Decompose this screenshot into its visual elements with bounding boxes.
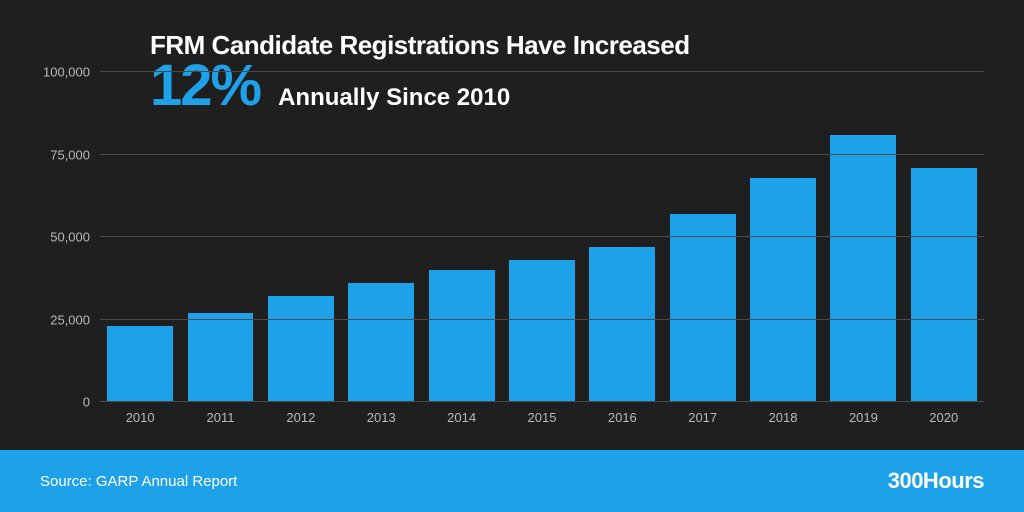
gridline: [100, 236, 984, 237]
y-axis-label: 50,000: [50, 230, 100, 245]
y-axis-label: 0: [83, 395, 100, 410]
gridline: [100, 401, 984, 402]
y-axis-label: 100,000: [43, 65, 100, 80]
bar: [429, 270, 495, 402]
footer-bar: Source: GARP Annual Report 300Hours: [0, 450, 1024, 512]
bar: [670, 214, 736, 402]
bar-slot: 2012: [261, 72, 341, 402]
bar-slot: 2020: [904, 72, 984, 402]
gridline: [100, 319, 984, 320]
bar: [750, 178, 816, 402]
source-text: Source: GARP Annual Report: [40, 473, 237, 490]
bar-slot: 2018: [743, 72, 823, 402]
chart-area: FRM Candidate Registrations Have Increas…: [0, 0, 1024, 450]
x-axis-label: 2018: [769, 402, 798, 425]
bar: [107, 326, 173, 402]
x-axis-label: 2020: [929, 402, 958, 425]
bar: [911, 168, 977, 402]
x-axis-label: 2019: [849, 402, 878, 425]
bar-slot: 2015: [502, 72, 582, 402]
bar: [830, 135, 896, 402]
bar-slot: 2016: [582, 72, 662, 402]
bar: [348, 283, 414, 402]
bars-container: 2010201120122013201420152016201720182019…: [100, 72, 984, 402]
gridline: [100, 154, 984, 155]
bar: [589, 247, 655, 402]
x-axis-label: 2015: [528, 402, 557, 425]
gridline: [100, 71, 984, 72]
x-axis-label: 2017: [688, 402, 717, 425]
x-axis-label: 2014: [447, 402, 476, 425]
bar: [509, 260, 575, 402]
x-axis-label: 2016: [608, 402, 637, 425]
bar: [188, 313, 254, 402]
brand-logo: 300Hours: [888, 468, 984, 494]
x-axis-label: 2013: [367, 402, 396, 425]
infographic: FRM Candidate Registrations Have Increas…: [0, 0, 1024, 512]
x-axis-label: 2011: [207, 402, 235, 425]
y-axis-label: 75,000: [50, 147, 100, 162]
bar-slot: 2019: [823, 72, 903, 402]
bar-slot: 2011: [180, 72, 260, 402]
x-axis-label: 2010: [126, 402, 155, 425]
x-axis-label: 2012: [286, 402, 315, 425]
plot-area: 2010201120122013201420152016201720182019…: [100, 72, 984, 402]
bar-slot: 2013: [341, 72, 421, 402]
y-axis-label: 25,000: [50, 312, 100, 327]
bar-slot: 2014: [421, 72, 501, 402]
bar-slot: 2017: [663, 72, 743, 402]
bar: [268, 296, 334, 402]
bar-slot: 2010: [100, 72, 180, 402]
